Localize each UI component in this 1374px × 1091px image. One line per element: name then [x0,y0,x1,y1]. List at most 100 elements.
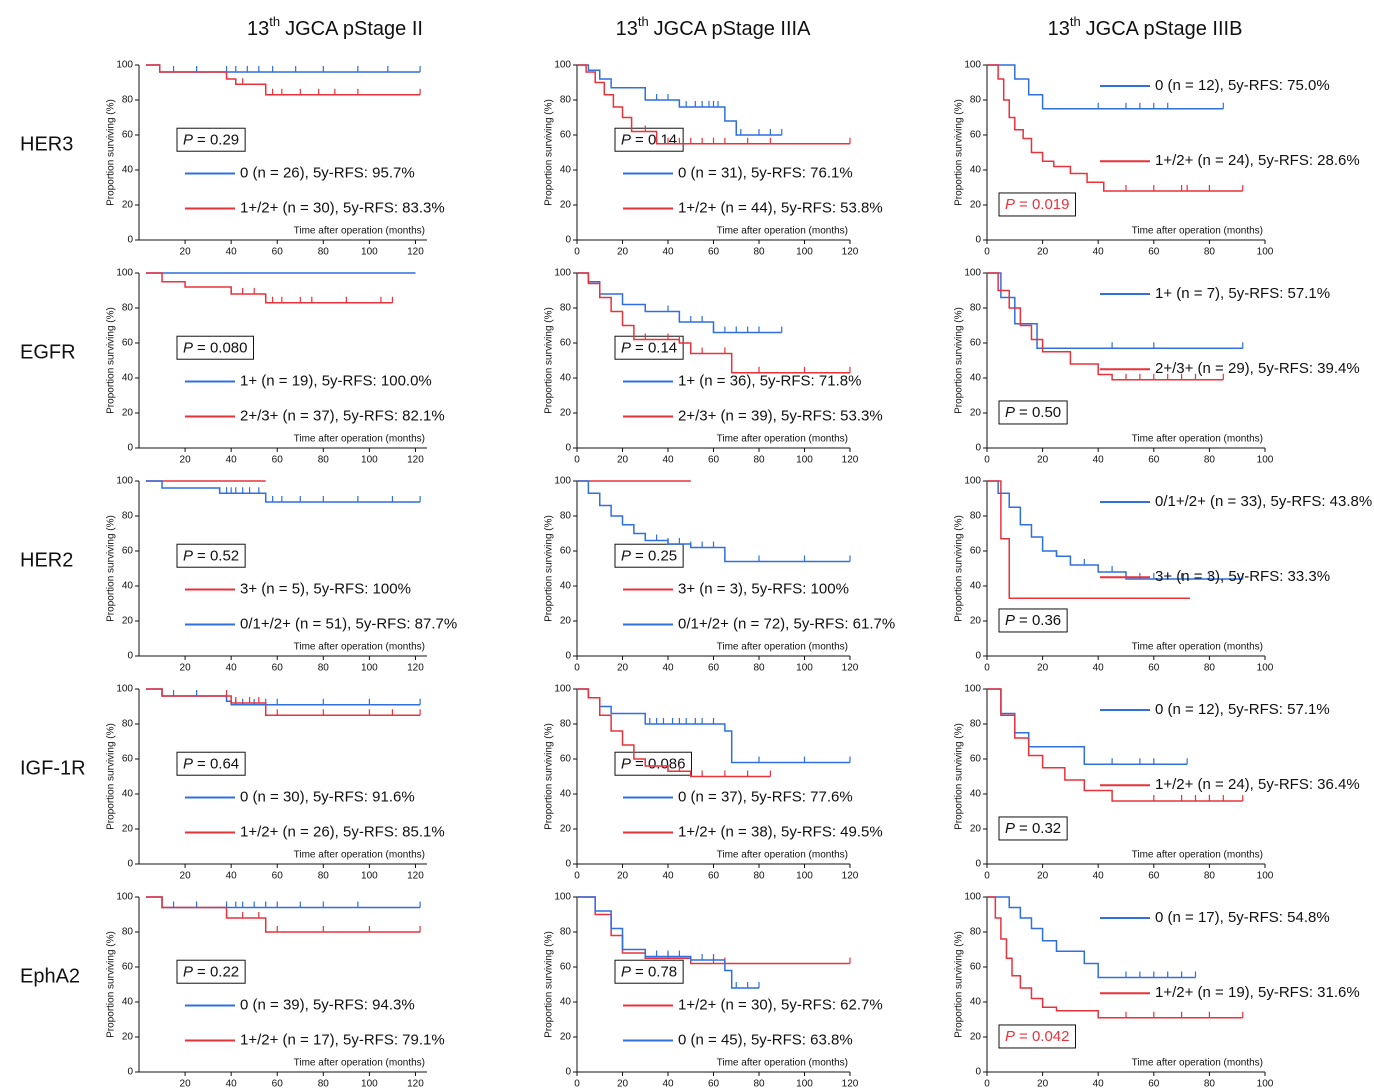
x-tick-label: 40 [226,663,238,674]
x-axis-label: Time after operation (months) [717,226,848,237]
survival-curve [987,896,1243,1019]
x-tick-label: 40 [1093,247,1105,258]
y-tick-label: 20 [560,616,572,627]
y-tick-label: 100 [964,268,981,279]
x-axis-label: Time after operation (months) [294,642,425,653]
survival-curve [577,688,771,778]
p-text: = 0.086 [635,755,685,772]
y-tick-label: 0 [127,235,133,246]
p-text: = 0.52 [197,547,239,564]
x-tick-label: 100 [361,455,378,466]
y-tick-label: 80 [122,303,134,314]
y-tick-label: 60 [560,754,572,765]
legend-label: 1+/2+ (n = 17), 5y-RFS: 79.1% [240,1031,445,1048]
column-title: 13th JGCA pStage II [247,14,423,40]
p-text: = 0.25 [635,547,677,564]
y-tick-label: 0 [975,1067,981,1078]
legend-label: 0 (n = 45), 5y-RFS: 63.8% [678,1031,853,1048]
y-axis-label: Proportion surviving (%) [106,307,117,414]
legend-label: 1+ (n = 19), 5y-RFS: 100.0% [240,372,432,389]
survival-curve [577,272,850,374]
y-axis-label: Proportion surviving (%) [954,515,965,622]
title-text: JGCA pStage II [285,18,423,40]
y-tick-label: 100 [554,476,571,487]
y-tick-label: 60 [560,130,572,141]
x-tick-label: 20 [1037,871,1049,882]
y-tick-label: 80 [970,511,982,522]
x-tick-label: 60 [1148,871,1160,882]
survival-curve [145,896,421,909]
p-symbol: P [621,339,631,356]
y-tick-label: 100 [554,268,571,279]
x-tick-label: 80 [1204,871,1216,882]
title-text: JGCA pStage IIIA [654,18,811,40]
x-tick-label: 100 [1257,247,1274,258]
y-tick-label: 0 [127,859,133,870]
x-tick-label: 100 [796,663,813,674]
y-tick-label: 20 [970,200,982,211]
x-tick-label: 0 [984,1079,990,1090]
x-tick-label: 40 [662,871,674,882]
x-tick-label: 80 [753,247,765,258]
x-axis-label: Time after operation (months) [294,1058,425,1069]
y-tick-label: 100 [554,892,571,903]
x-tick-label: 0 [574,871,580,882]
y-tick-label: 40 [560,581,572,592]
legend-label: 1+/2+ (n = 30), 5y-RFS: 62.7% [678,996,883,1013]
y-tick-label: 80 [122,95,134,106]
x-tick-label: 20 [1037,455,1049,466]
p-text: = 0.22 [197,963,239,980]
y-tick-label: 20 [970,616,982,627]
y-tick-label: 80 [560,511,572,522]
y-tick-label: 80 [970,719,982,730]
p-value: P = 0.64 [183,755,239,772]
y-axis-label: Proportion surviving (%) [954,307,965,414]
y-tick-label: 0 [565,651,571,662]
p-box [176,335,254,360]
p-value: P = 0.080 [183,339,247,356]
survival-curve [145,272,393,304]
x-tick-label: 60 [272,1079,284,1090]
x-tick-label: 40 [662,247,674,258]
y-axis-label: Proportion surviving (%) [544,723,555,830]
x-tick-label: 80 [753,455,765,466]
y-tick-label: 40 [122,789,134,800]
row-label: HER2 [20,549,73,571]
x-tick-label: 20 [1037,1079,1049,1090]
y-axis-label: Proportion surviving (%) [544,307,555,414]
p-box [614,127,684,152]
legend-label: 2+/3+ (n = 29), 5y-RFS: 39.4% [1155,360,1360,377]
x-tick-label: 60 [1148,663,1160,674]
x-axis-label: Time after operation (months) [294,226,425,237]
y-tick-label: 100 [964,60,981,71]
x-tick-label: 100 [796,871,813,882]
y-tick-label: 60 [122,962,134,973]
x-tick-label: 120 [842,663,859,674]
x-tick-label: 20 [180,871,192,882]
y-tick-label: 20 [122,408,134,419]
y-tick-label: 20 [122,1032,134,1043]
y-tick-label: 80 [122,927,134,938]
p-value: P = 0.78 [621,963,677,980]
x-tick-label: 100 [1257,663,1274,674]
p-box [998,1024,1076,1049]
p-symbol: P [183,339,193,356]
x-tick-label: 100 [361,247,378,258]
y-tick-label: 40 [970,165,982,176]
y-tick-label: 40 [560,789,572,800]
y-tick-label: 60 [560,962,572,973]
p-value: P = 0.52 [183,547,239,564]
x-tick-label: 120 [407,1079,424,1090]
x-tick-label: 60 [708,663,720,674]
y-tick-label: 100 [964,892,981,903]
y-axis-label: Proportion surviving (%) [106,515,117,622]
p-text: = 0.042 [1019,1028,1069,1045]
x-tick-label: 0 [984,663,990,674]
survival-curve [577,64,850,145]
y-tick-label: 40 [970,373,982,384]
y-tick-label: 60 [970,962,982,973]
x-tick-label: 20 [1037,663,1049,674]
legend-label: 1+ (n = 7), 5y-RFS: 57.1% [1155,285,1330,302]
x-tick-label: 100 [1257,1079,1274,1090]
